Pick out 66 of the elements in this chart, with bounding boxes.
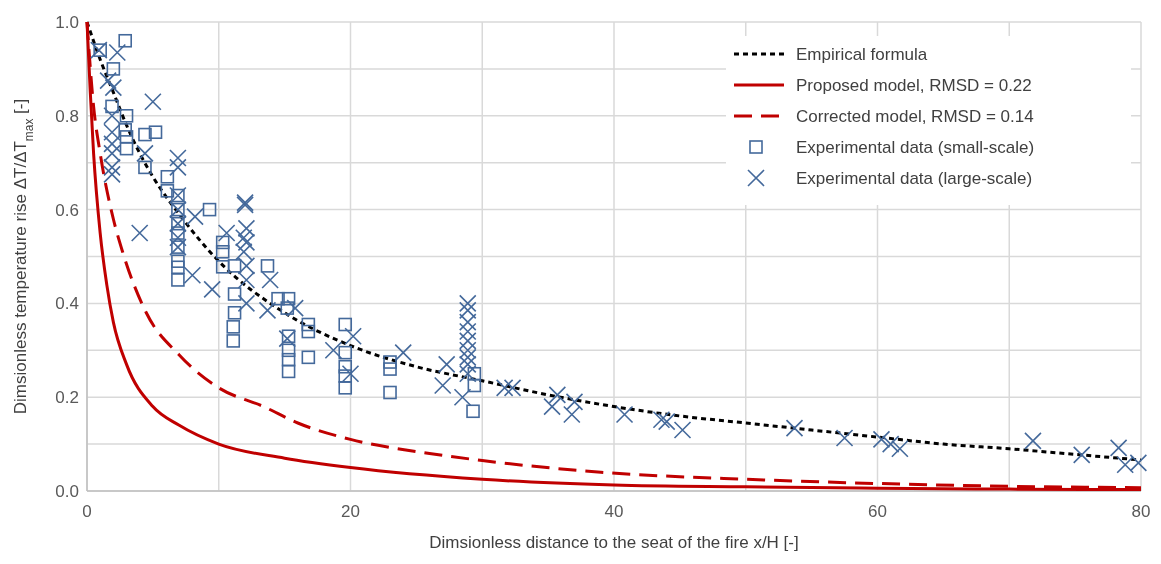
point bbox=[338, 317, 353, 332]
point bbox=[227, 259, 242, 273]
point bbox=[138, 127, 152, 142]
point bbox=[227, 287, 242, 301]
legend-label: Experimental data (small-scale) bbox=[796, 138, 1035, 157]
point bbox=[227, 305, 242, 320]
point bbox=[226, 320, 241, 334]
x-tick-label: 40 bbox=[604, 502, 624, 521]
point bbox=[260, 259, 275, 273]
point bbox=[281, 364, 296, 379]
point bbox=[280, 301, 295, 315]
y-tick-label: 0.8 bbox=[55, 106, 79, 126]
point bbox=[119, 130, 134, 144]
point bbox=[383, 385, 397, 400]
point bbox=[215, 235, 230, 250]
point bbox=[281, 291, 296, 306]
point bbox=[467, 366, 482, 381]
point bbox=[118, 33, 133, 48]
point bbox=[338, 359, 353, 374]
point bbox=[281, 329, 296, 344]
point bbox=[215, 260, 230, 274]
x-tick-label: 60 bbox=[868, 502, 887, 521]
point bbox=[171, 188, 185, 203]
point bbox=[160, 169, 175, 184]
point bbox=[171, 273, 185, 287]
point bbox=[105, 99, 119, 114]
x-tick-label: 0 bbox=[82, 502, 92, 521]
point bbox=[148, 125, 163, 140]
point bbox=[119, 141, 134, 156]
point bbox=[160, 184, 175, 198]
point bbox=[466, 404, 480, 419]
point bbox=[119, 109, 134, 123]
point bbox=[171, 202, 185, 217]
point bbox=[171, 216, 185, 231]
point bbox=[226, 334, 241, 348]
point bbox=[171, 240, 185, 254]
legend-label: Empirical formula bbox=[796, 45, 928, 64]
y-tick-label: 0.6 bbox=[55, 200, 79, 220]
x-tick-label: 20 bbox=[341, 502, 360, 521]
x-tick-label: 80 bbox=[1131, 502, 1151, 521]
legend-label: Experimental data (large-scale) bbox=[796, 169, 1033, 188]
point bbox=[281, 343, 296, 358]
y-tick-label: 0.2 bbox=[55, 388, 79, 408]
point bbox=[138, 160, 152, 175]
point bbox=[301, 324, 316, 339]
point bbox=[338, 345, 353, 360]
point bbox=[271, 291, 285, 306]
point bbox=[383, 355, 397, 369]
y-tick-label: 0.0 bbox=[55, 482, 79, 501]
point bbox=[215, 245, 230, 259]
point bbox=[301, 317, 316, 332]
y-tick-label: 0.4 bbox=[55, 294, 79, 314]
point bbox=[281, 352, 296, 367]
point bbox=[171, 254, 185, 268]
legend-label: Corrected model, RMSD = 0.14 bbox=[796, 107, 1034, 126]
point bbox=[301, 350, 316, 365]
point bbox=[171, 260, 185, 275]
point bbox=[467, 378, 482, 393]
point bbox=[202, 202, 217, 217]
point bbox=[383, 362, 397, 376]
point bbox=[106, 62, 121, 76]
y-tick-label: 1.0 bbox=[55, 13, 79, 32]
x-axis-title: Dimsionless distance to the seat of the fire x/H [-] bbox=[429, 533, 799, 552]
legend-label: Proposed model, RMSD = 0.22 bbox=[796, 76, 1032, 95]
point bbox=[338, 381, 353, 395]
point bbox=[118, 123, 133, 137]
